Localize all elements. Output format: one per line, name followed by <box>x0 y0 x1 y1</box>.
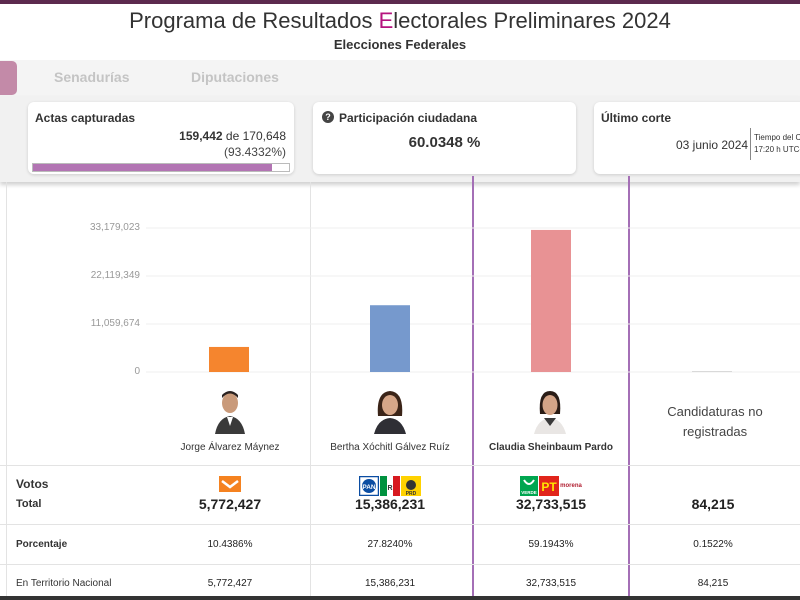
porcentaje-label: Porcentaje <box>16 539 68 550</box>
corte-label: Último corte <box>601 111 672 125</box>
page-subtitle: Elecciones Federales <box>333 37 467 52</box>
participacion-label: Participación ciudadana <box>339 111 478 125</box>
pan-logo-icon: PAN <box>359 476 379 496</box>
y-tick-label: 0 <box>134 366 140 377</box>
prd-logo-icon: PRD <box>401 476 421 496</box>
table-divider <box>0 564 800 565</box>
column-divider <box>310 466 311 596</box>
actas-progress-bar <box>32 163 290 172</box>
svg-text:PRD: PRD <box>406 491 417 496</box>
svg-text:R: R <box>387 485 392 492</box>
actas-label: Actas capturadas <box>35 111 136 125</box>
bar-4[interactable] <box>692 371 732 372</box>
summary-cards: Actas capturadas 159,442 de 170,648 (93.… <box>0 96 800 182</box>
tab-presidencia-pill[interactable] <box>0 61 17 95</box>
party-logos: PAN R PRD <box>310 476 470 496</box>
porcentaje-cell: 0.1522% <box>693 539 733 550</box>
bar-3[interactable] <box>531 229 571 372</box>
y-tick-label: 22,119,349 <box>90 270 140 281</box>
total-cell: 32,733,515 <box>515 496 587 512</box>
actas-card: Actas capturadas 159,442 de 170,648 (93.… <box>28 102 294 174</box>
y-tick-label: 11,059,674 <box>90 318 140 329</box>
actas-percent: (93.4332%) <box>223 145 286 159</box>
candidate-name: Bertha Xóchitl Gálvez Ruíz <box>330 442 450 453</box>
y-tick-label: 33,179,023 <box>89 222 140 233</box>
no-registradas-label: Candidaturas no registradas <box>667 404 763 439</box>
actas-count: 159,442 de 170,648 <box>179 129 286 143</box>
territorio-cell: 5,772,427 <box>207 578 253 589</box>
territorio-label: En Territorio Nacional <box>16 578 112 589</box>
table-divider <box>0 465 800 466</box>
winner-highlight <box>472 176 630 600</box>
corte-timezone-label: Tiempo del C <box>754 133 800 142</box>
party-logos <box>150 476 310 496</box>
candidate-name: Claudia Sheinbaum Pardo <box>489 442 613 453</box>
corte-divider <box>750 128 751 160</box>
mc-logo-icon <box>219 476 241 492</box>
total-cell: 84,215 <box>691 496 735 512</box>
tab-diputaciones[interactable]: Diputaciones <box>191 69 279 85</box>
territorio-cell: 32,733,515 <box>525 578 577 589</box>
question-icon[interactable]: ? <box>322 111 334 123</box>
candidate-photo-alvarez <box>210 386 250 434</box>
candidate-name: Jorge Álvarez Máynez <box>180 442 280 453</box>
actas-progress-fill <box>33 164 273 171</box>
election-tabs <box>0 60 800 96</box>
table-divider <box>0 524 800 525</box>
page-title: Programa de Resultados Electorales Preli… <box>129 8 671 33</box>
votos-label: Votos <box>16 477 49 491</box>
total-cell: 5,772,427 <box>198 496 262 512</box>
porcentaje-cell: 10.4386% <box>207 539 253 550</box>
verde-logo-icon: VERDE <box>520 476 538 496</box>
porcentaje-cell: 59.1943% <box>528 539 574 550</box>
svg-text:PT: PT <box>541 480 557 494</box>
column-divider <box>6 182 7 466</box>
territorio-cell: 84,215 <box>697 578 729 589</box>
corte-date: 03 junio 2024 <box>676 138 749 152</box>
svg-text:morena: morena <box>560 483 582 489</box>
column-divider <box>6 466 7 596</box>
tab-senadurias[interactable]: Senadurías <box>54 69 130 85</box>
porcentaje-cell: 27.8240% <box>367 539 413 550</box>
pri-logo-icon: R <box>380 476 400 496</box>
votes-bar-chart <box>146 227 800 373</box>
candidate-photo-sheinbaum <box>530 386 570 434</box>
total-cell: 15,386,231 <box>354 496 426 512</box>
corte-card: Último corte 03 junio 2024 Tiempo del C … <box>594 102 800 174</box>
bottom-scrollbar[interactable] <box>0 596 800 600</box>
top-accent-bar <box>0 0 800 4</box>
morena-logo-icon: morena <box>560 476 582 496</box>
bar-1[interactable] <box>209 346 249 372</box>
total-label: Total <box>16 498 42 510</box>
participacion-card: ? Participación ciudadana 60.0348 % <box>313 102 576 174</box>
pt-logo-icon: PT <box>539 476 559 496</box>
participacion-value: 60.0348 % <box>408 134 481 151</box>
svg-text:VERDE: VERDE <box>521 490 537 495</box>
bar-2[interactable] <box>370 305 410 372</box>
svg-text:PAN: PAN <box>362 484 376 491</box>
territorio-cell: 15,386,231 <box>364 578 416 589</box>
candidate-photo-galvez <box>370 386 410 434</box>
corte-time: 17:20 h UTC- <box>754 145 800 154</box>
party-logos: VERDE PT morena <box>471 476 631 496</box>
